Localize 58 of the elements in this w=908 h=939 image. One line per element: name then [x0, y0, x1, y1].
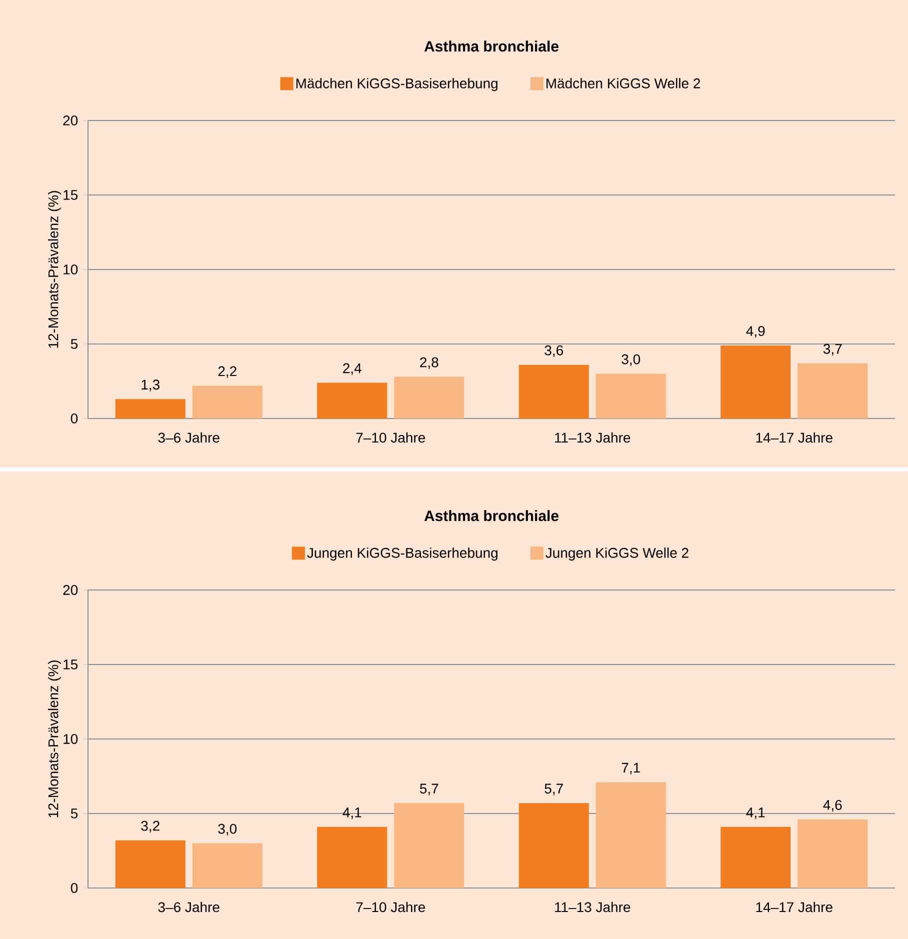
bar: [115, 399, 186, 418]
data-label: 4,1: [342, 808, 362, 820]
data-label: 1,3: [142, 380, 160, 392]
bar: [394, 803, 464, 888]
bar: [192, 386, 262, 418]
data-label: 7,1: [622, 762, 640, 774]
data-label: 2,2: [218, 366, 236, 378]
data-label: 5,7: [544, 784, 563, 796]
x-tick-label: 14–17 Jahre: [756, 432, 832, 443]
y-tick-label: 5: [70, 808, 78, 818]
y-tick-label: 20: [63, 585, 78, 595]
chart-title: Asthma bronchiale: [424, 40, 558, 52]
y-tick-label: 0: [70, 414, 78, 424]
legend-label: Jungen KiGGS-Basiserhebung: [307, 548, 498, 561]
bar: [317, 382, 388, 418]
bar: [798, 819, 868, 888]
data-label: 4,1: [746, 808, 765, 820]
data-label: 3,0: [218, 824, 237, 836]
chart-title: Asthma bronchiale: [424, 510, 558, 522]
data-label: 4,6: [823, 800, 842, 812]
bar: [394, 376, 464, 418]
y-tick-label: 15: [64, 660, 78, 670]
data-label: 5,7: [420, 784, 438, 796]
y-axis-title: 12-Monats-Prävalenz (%): [48, 191, 62, 348]
x-tick-label: 14–17 Jahre: [756, 902, 832, 912]
y-tick-label: 10: [64, 264, 78, 274]
bar: [115, 840, 186, 888]
y-tick-label: 0: [70, 883, 78, 893]
data-label: 3,6: [544, 345, 563, 357]
data-label: 2,8: [420, 357, 438, 369]
data-label: 3,2: [141, 820, 160, 832]
data-label: 3,0: [622, 354, 640, 366]
bar: [798, 363, 868, 418]
data-label: 3,7: [823, 344, 842, 356]
x-tick-label: 7–10 Jahre: [356, 902, 426, 912]
bar: [518, 803, 589, 888]
legend-label: Mädchen KiGGS-Basiserhebung: [296, 78, 498, 92]
x-tick-label: 3–6 Jahre: [158, 432, 220, 443]
legend-label: Jungen KiGGS Welle 2: [546, 548, 688, 561]
y-tick-label: 20: [63, 116, 78, 126]
data-label: 2,4: [343, 363, 362, 375]
x-tick-label: 3–6 Jahre: [158, 902, 220, 912]
legend-label: Mädchen KiGGS Welle 2: [546, 78, 700, 88]
y-axis-title: 12-Monats-Prävalenz (%): [48, 660, 62, 818]
bar: [720, 826, 791, 888]
y-tick-label: 10: [64, 734, 78, 744]
bar: [596, 374, 666, 418]
x-tick-label: 7–10 Jahre: [356, 432, 426, 443]
x-tick-label: 11–13 Jahre: [555, 902, 630, 912]
bar: [192, 843, 262, 888]
bar: [317, 826, 388, 888]
y-tick-label: 5: [70, 339, 78, 349]
bar: [518, 364, 589, 418]
bar: [720, 345, 791, 418]
y-tick-label: 15: [64, 190, 78, 200]
x-tick-label: 11–13 Jahre: [555, 432, 630, 443]
bar: [596, 782, 666, 888]
data-label: 4,9: [746, 326, 765, 338]
